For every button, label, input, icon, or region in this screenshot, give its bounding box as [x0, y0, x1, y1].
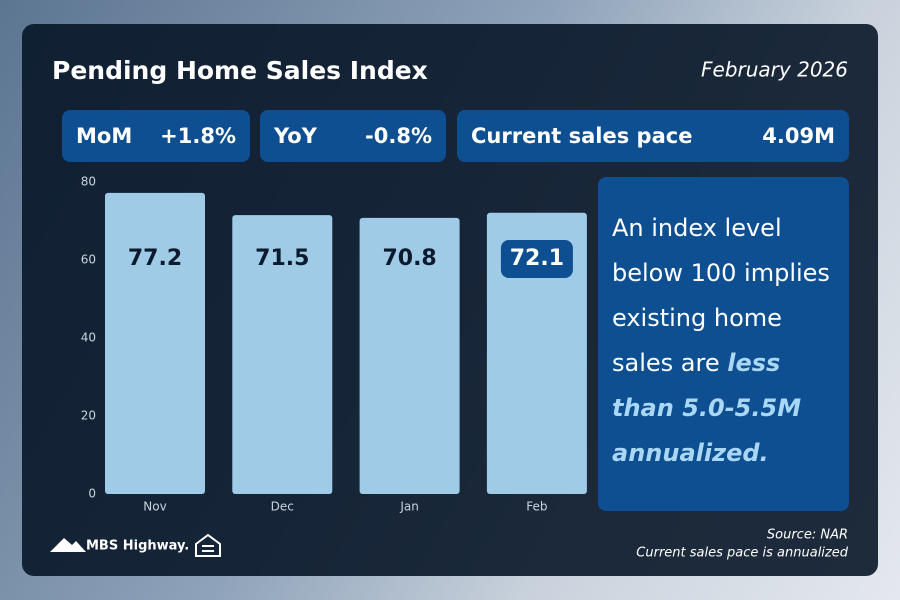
callout: An index level below 100 implies existin…	[598, 177, 849, 511]
stat-label: Current sales pace	[471, 124, 693, 148]
value-label: 70.8	[382, 246, 436, 271]
note: Current sales pace is annualized	[636, 546, 848, 561]
y-tick-label: 20	[81, 409, 96, 423]
y-tick-label: 40	[81, 331, 96, 345]
stat-label: MoM	[76, 124, 133, 148]
stat-value: -0.8%	[365, 124, 432, 148]
bar	[232, 215, 333, 494]
stat-value: 4.09M	[762, 124, 835, 148]
bar	[486, 212, 587, 494]
value-label-box	[500, 240, 573, 278]
x-tick-label: Nov	[143, 500, 166, 514]
x-tick-label: Dec	[271, 500, 294, 514]
callout-text: An index level below 100 implies existin…	[612, 214, 830, 377]
x-tick-label: Jan	[399, 500, 419, 514]
stat-value: +1.8%	[160, 124, 236, 148]
stat-label: YoY	[274, 124, 317, 148]
stat-box: Current sales pace 4.09M	[457, 110, 849, 162]
chart-subtitle: February 2026	[701, 58, 848, 82]
bar	[105, 192, 205, 495]
stat-box: YoY -0.8%	[260, 110, 446, 162]
callout-emphasis: less than 5.0-5.5M annualized.	[612, 349, 802, 467]
equal-housing-icon	[195, 533, 221, 557]
stat-box: MoM +1.8%	[62, 110, 250, 162]
logo-icon	[50, 538, 86, 552]
value-label: 72.1	[510, 246, 564, 271]
y-tick-label: 80	[81, 175, 96, 189]
brand: MBS Highway.	[86, 539, 189, 554]
value-label: 77.2	[128, 246, 182, 271]
value-label: 71.5	[255, 246, 309, 271]
source: Source: NAR	[767, 528, 848, 543]
bar	[359, 217, 460, 494]
x-tick-label: Feb	[526, 500, 547, 514]
y-tick-label: 60	[81, 253, 96, 267]
y-tick-label: 0	[88, 487, 96, 501]
chart-title: Pending Home Sales Index	[52, 56, 428, 85]
